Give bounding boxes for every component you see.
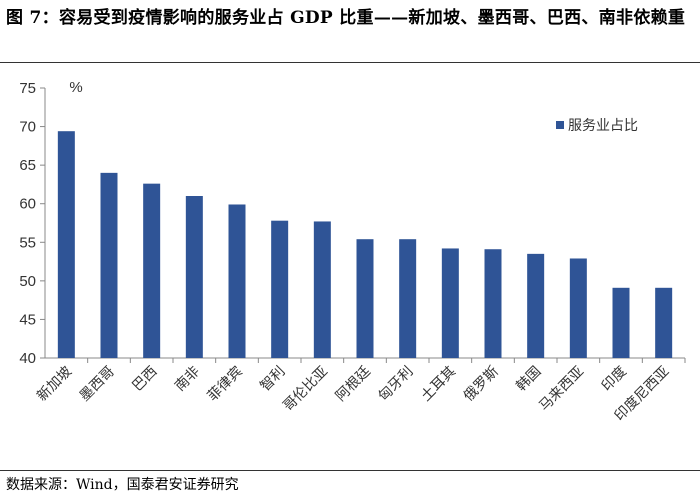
x-tick-label: 印度	[599, 364, 630, 395]
figure-title: 图 7：容易受到疫情影响的服务业占 GDP 比重——新加坡、墨西哥、巴西、南非依…	[6, 8, 686, 28]
y-tick-label: 45	[19, 311, 36, 328]
y-tick-label: 50	[19, 273, 36, 290]
top-rule	[0, 62, 700, 63]
bar-4	[185, 196, 203, 358]
bar-chart: 40 45 50 55 60 65 70 75 % 新加坡 墨西哥 巴西 南非 菲律宾 智利哥伦比亚 阿根廷匈…	[19, 79, 686, 424]
y-unit-label: %	[69, 79, 82, 96]
bar-2	[100, 172, 118, 358]
x-tick-label: 匈牙利	[375, 364, 416, 405]
y-tick-label: 75	[19, 80, 36, 97]
y-tick-label: 65	[19, 157, 36, 174]
x-tick-label: 南非	[172, 364, 203, 395]
bar-13	[569, 258, 587, 358]
bar-3	[143, 183, 161, 358]
bar-6	[271, 220, 289, 358]
bar-1	[57, 131, 75, 358]
y-tick-label: 40	[19, 350, 36, 367]
bar-10	[441, 248, 459, 358]
bar-7	[313, 221, 331, 358]
bar-5	[228, 204, 246, 358]
x-tick-label: 阿根廷	[333, 364, 374, 405]
x-tick-label: 韩国	[513, 364, 544, 395]
legend-label: 服务业占比	[568, 118, 638, 134]
bar-15	[655, 287, 673, 358]
y-tick-label: 55	[19, 234, 36, 251]
x-tick-label: 马来西亚	[536, 364, 587, 415]
legend-swatch	[556, 121, 564, 129]
y-tick-label: 70	[19, 119, 36, 136]
bar-14	[612, 287, 630, 358]
x-tick-label: 菲律宾	[205, 364, 246, 405]
y-tick-label: 60	[19, 196, 36, 213]
data-source: 数据来源：Wind，国泰君安证券研究	[6, 477, 239, 493]
x-tick-label: 俄罗斯	[461, 364, 502, 405]
x-tick-label: 智利	[257, 364, 288, 395]
x-tick-label: 新加坡	[34, 364, 75, 405]
bottom-rule	[0, 470, 700, 471]
x-tick-label: 墨西哥	[77, 364, 118, 405]
bar-8	[356, 239, 374, 358]
bar-9	[399, 239, 417, 358]
x-tick-label: 巴西	[129, 364, 160, 395]
bar-12	[527, 253, 545, 358]
x-tick-label: 土耳其	[418, 364, 459, 405]
bar-11	[484, 249, 502, 358]
x-tick-label: 哥伦比亚	[280, 364, 331, 415]
